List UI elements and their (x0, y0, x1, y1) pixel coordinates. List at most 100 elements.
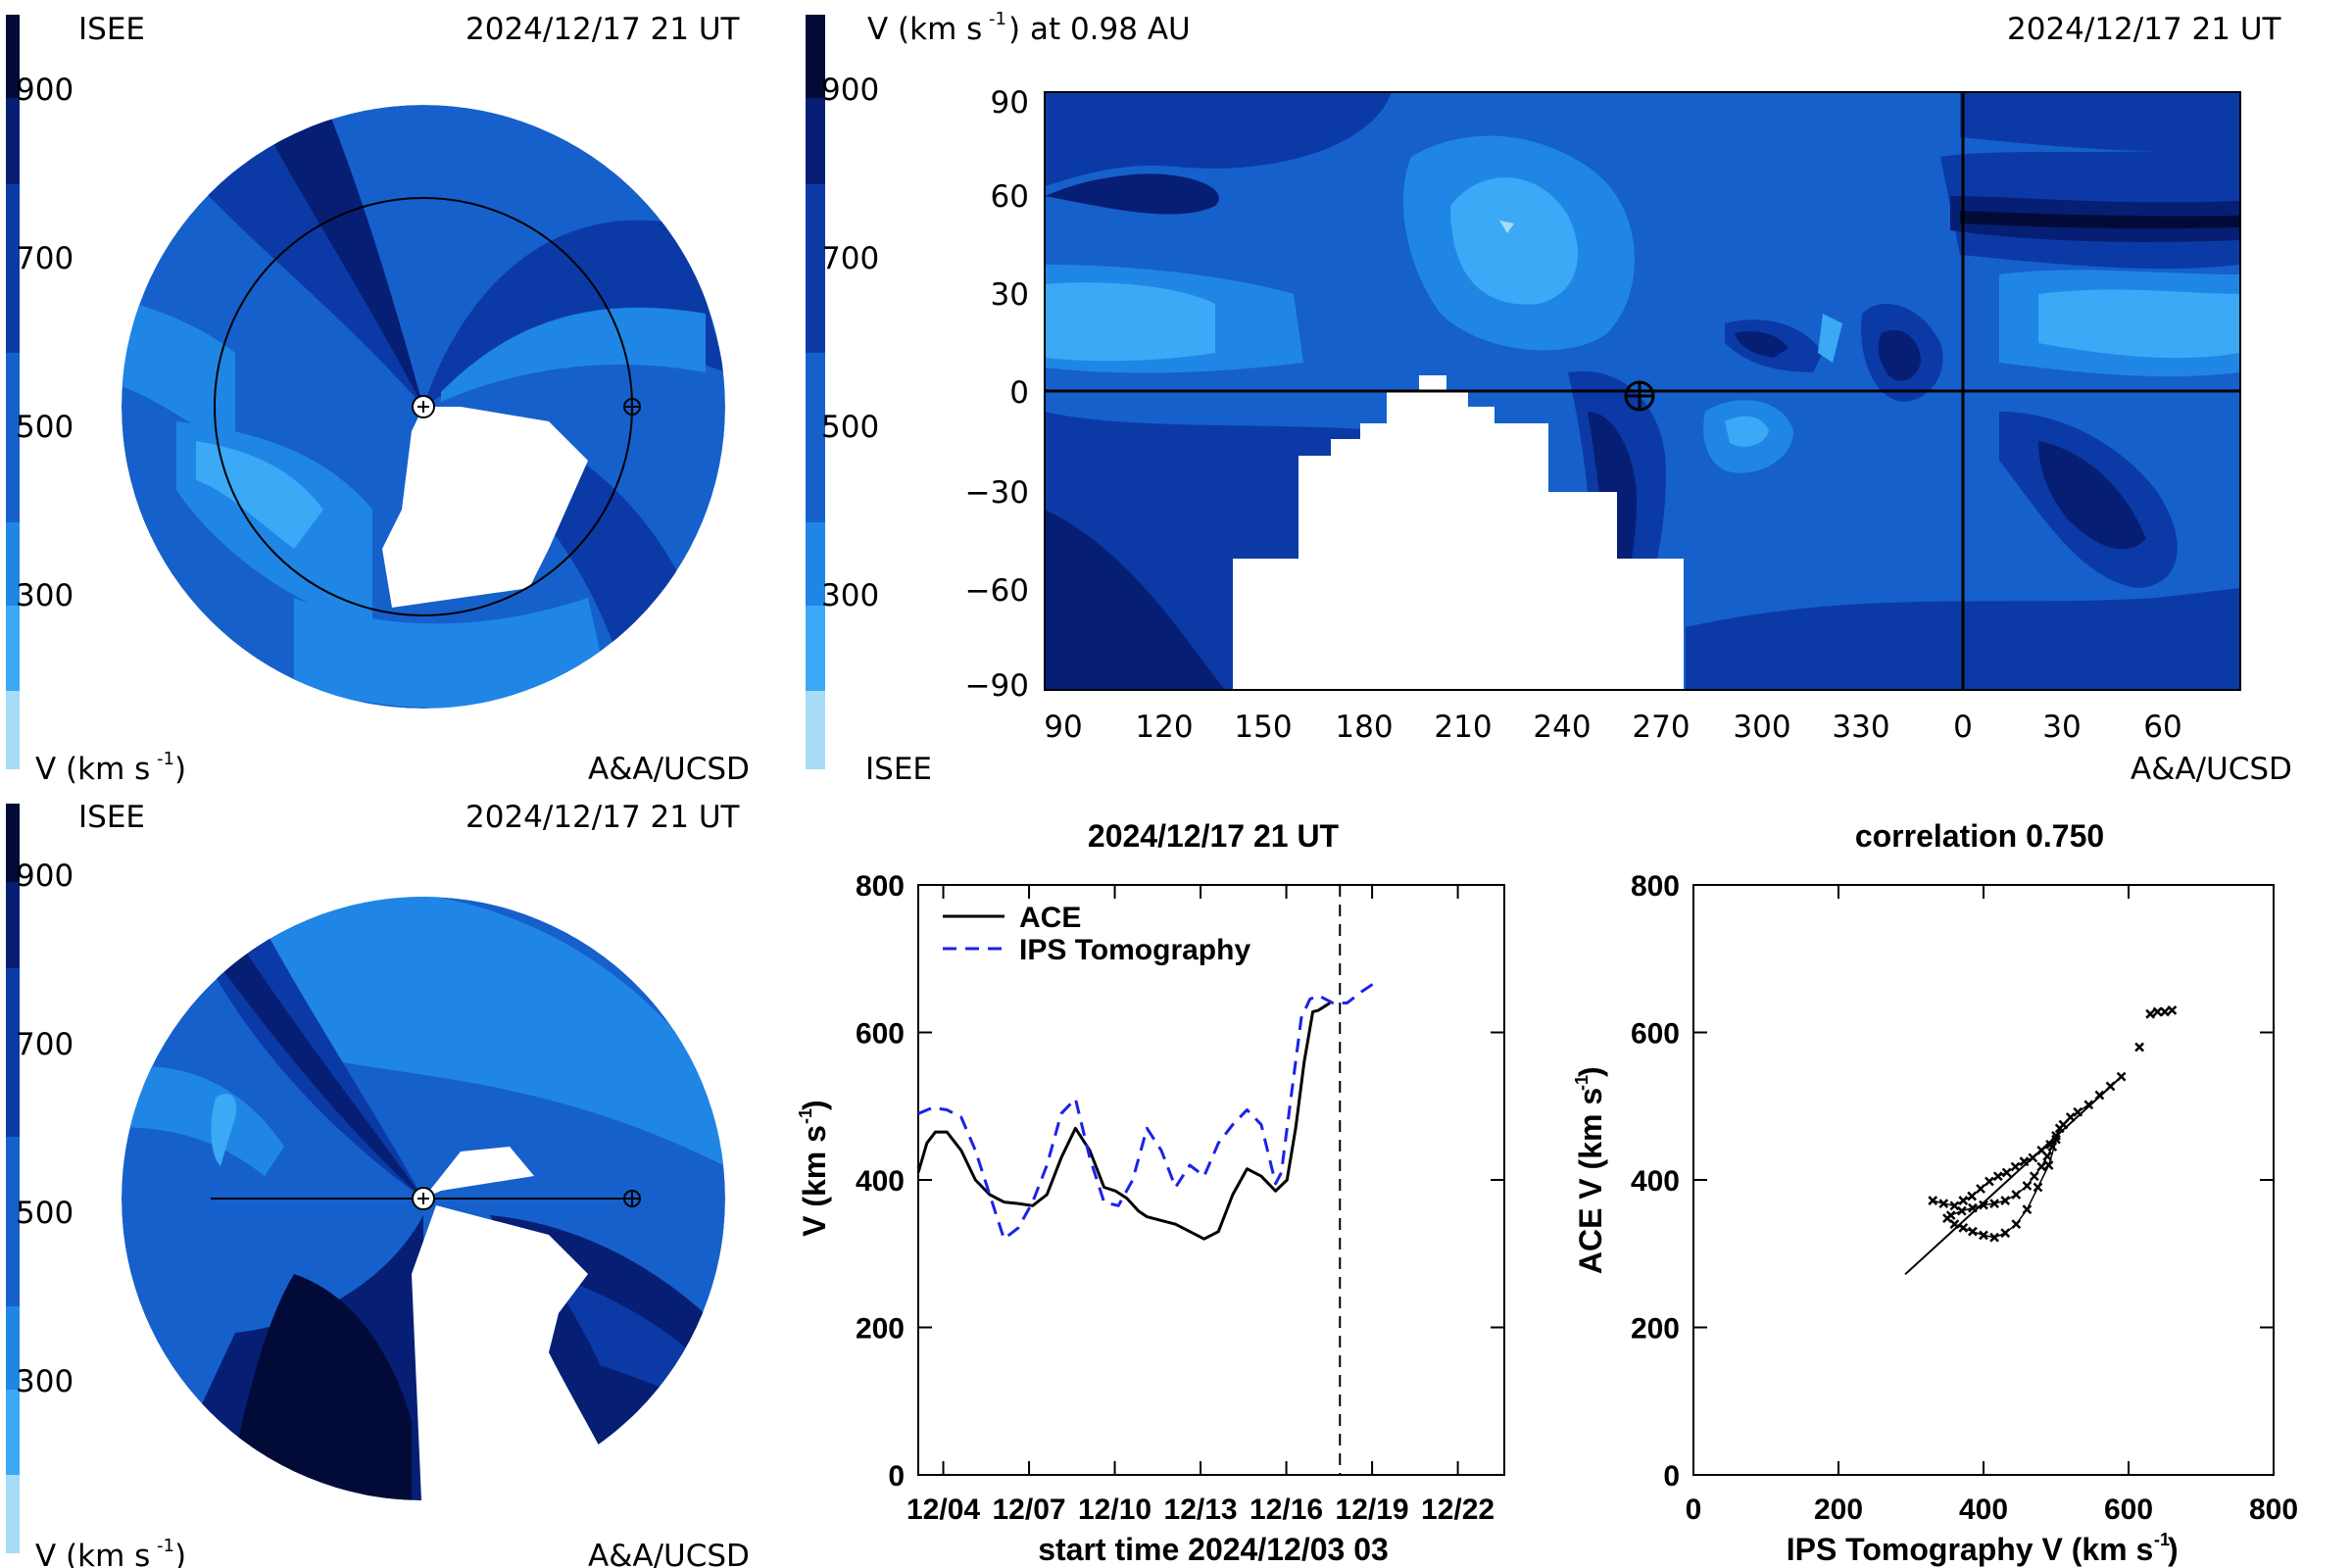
tl-credit-label: A&A/UCSD (588, 752, 750, 787)
bl-unit-label: V (km s (35, 1539, 150, 1568)
sc-ylabel-group: ACE V (km s -1 ) (1572, 1066, 1608, 1274)
sc-point (2168, 1006, 2176, 1014)
bl-isee-label: ISEE (78, 800, 145, 835)
bl-unit-close: ) (174, 1539, 186, 1568)
bl-date-label: 2024/12/17 21 UT (466, 800, 741, 835)
sc-point (1985, 1178, 1993, 1186)
ts-ylabel-close: ) (797, 1100, 832, 1110)
sc-ylabel-close: ) (1573, 1066, 1608, 1077)
sc-x-tick-label: 200 (1814, 1494, 1863, 1526)
ts-legend-label-ips: IPS Tomography (1019, 934, 1250, 966)
sc-point (2034, 1184, 2042, 1192)
sc-point (2067, 1113, 2075, 1121)
ts-x-tick-label: 12/22 (1421, 1494, 1494, 1526)
bl-cbar-tick: 700 (16, 1027, 74, 1062)
sc-point (2154, 1007, 2162, 1015)
timeseries-chart: 2024/12/17 21 UT 020040060080012/04 12/07… (796, 818, 1504, 1567)
ts-ylabel-group: V (km s -1 ) (796, 1100, 832, 1237)
map-cbar-tick: 500 (821, 410, 879, 445)
ts-ylabel: V (km s (797, 1125, 832, 1237)
sc-point (2037, 1162, 2045, 1170)
tl-cbar-tick: 500 (16, 410, 74, 445)
sc-plot-frame (1693, 885, 2274, 1475)
map-y-tick-label: −90 (965, 668, 1029, 704)
panel-synoptic-map: V (km s -1 ) at 0.98 AU 2024/12/17 21 UT… (806, 9, 2292, 787)
sc-title: correlation 0.750 (1855, 818, 2104, 854)
sc-point (2012, 1162, 2020, 1170)
map-cbar-tick: 700 (821, 241, 879, 276)
sc-xlabel-close: ) (2168, 1532, 2179, 1567)
map-title: V (km s (867, 12, 982, 47)
map-cbar-tick: 900 (821, 73, 879, 108)
sc-point (1929, 1197, 1936, 1204)
map-isee-label: ISEE (865, 752, 932, 787)
ts-x-tick-label: 12/10 (1078, 1494, 1152, 1526)
map-x-tick-label: 120 (1135, 710, 1193, 745)
bl-colorbar (6, 804, 20, 1553)
sc-point (2146, 1010, 2154, 1018)
ts-y-tick-label: 800 (856, 870, 905, 903)
map-x-tick-label: 60 (2143, 710, 2181, 745)
sc-point (2029, 1153, 2036, 1161)
sc-y-tick-label: 400 (1631, 1165, 1680, 1198)
ts-legend: ACE IPS Tomography (943, 902, 1250, 966)
map-title-exp: -1 (989, 9, 1006, 29)
map-y-tick-label: 0 (1009, 375, 1029, 411)
tl-cbar-tick: 300 (16, 578, 74, 613)
map-x-tick-label: 150 (1234, 710, 1292, 745)
map-colorbar (806, 15, 825, 769)
map-x-tick-label: 90 (1044, 710, 1082, 745)
sc-point (2118, 1073, 2126, 1081)
sc-xlabel: IPS Tomography V (km s (1787, 1532, 2154, 1567)
sc-point (2003, 1168, 2011, 1176)
ts-title: 2024/12/17 21 UT (1088, 818, 1340, 854)
sc-point (1969, 1228, 1977, 1236)
ts-y-tick-label: 600 (856, 1018, 905, 1051)
ts-series-line-ace (918, 1003, 1330, 1239)
map-y-tick-label: 30 (991, 277, 1029, 313)
sc-point (2012, 1220, 2020, 1228)
sc-x-tick-label: 600 (2104, 1494, 2153, 1526)
bl-cbar-tick: 500 (16, 1196, 74, 1231)
map-x-tick-label: 180 (1335, 710, 1393, 745)
ts-x-tick-label: 12/16 (1250, 1494, 1323, 1526)
map-x-tick-label: 30 (2042, 710, 2081, 745)
bl-cbar-tick: 900 (16, 858, 74, 894)
sc-y-tick-label: 600 (1631, 1018, 1680, 1051)
bl-credit-label: A&A/UCSD (588, 1539, 750, 1568)
map-x-tick-label: 330 (1832, 710, 1889, 745)
map-y-tick-label: −60 (965, 573, 1029, 609)
sc-point (2012, 1191, 2020, 1199)
sc-point (1947, 1211, 1955, 1219)
tl-unit-close: ) (174, 752, 186, 787)
tl-cbar-tick: 700 (16, 241, 74, 276)
sc-y-tick-label: 200 (1631, 1313, 1680, 1346)
ts-ticks: 0 200 400 600 800 12/04 12/07 12/10 12/13 12/16 12… (856, 870, 1504, 1526)
tl-unit-label: V (km s (35, 752, 150, 787)
map-cbar-tick: 300 (821, 578, 879, 613)
sc-points (1905, 1006, 2176, 1274)
map-x-tick-label: 240 (1533, 710, 1591, 745)
sc-ylabel: ACE V (km s (1573, 1088, 1608, 1274)
sc-point (2045, 1161, 2053, 1169)
sc-point (2074, 1108, 2082, 1116)
ts-legend-label-ace: ACE (1019, 902, 1081, 934)
sc-point (2023, 1205, 2031, 1213)
sc-x-tick-label: 800 (2249, 1494, 2298, 1526)
sc-point (1968, 1193, 1976, 1200)
tl-colorbar (6, 15, 20, 769)
ts-plot-frame (918, 885, 1504, 1475)
map-x-tick-label: 300 (1733, 710, 1790, 745)
scatter-chart: correlation 0.750 02004006008000 200 400 60… (1572, 818, 2298, 1567)
tl-cbar-tick: 900 (16, 73, 74, 108)
map-x-tick-label: 210 (1434, 710, 1492, 745)
sc-point (2059, 1121, 2067, 1129)
sc-point (2031, 1172, 2038, 1180)
sc-y-tick-label: 0 (1663, 1460, 1680, 1493)
ts-y-tick-label: 400 (856, 1165, 905, 1198)
map-y-ticks: 90 60 30 0 −30 −60 −90 (965, 85, 1029, 704)
tl-unit-exp: -1 (157, 749, 174, 769)
sc-point (1959, 1224, 1967, 1232)
sc-point (2107, 1082, 2115, 1090)
